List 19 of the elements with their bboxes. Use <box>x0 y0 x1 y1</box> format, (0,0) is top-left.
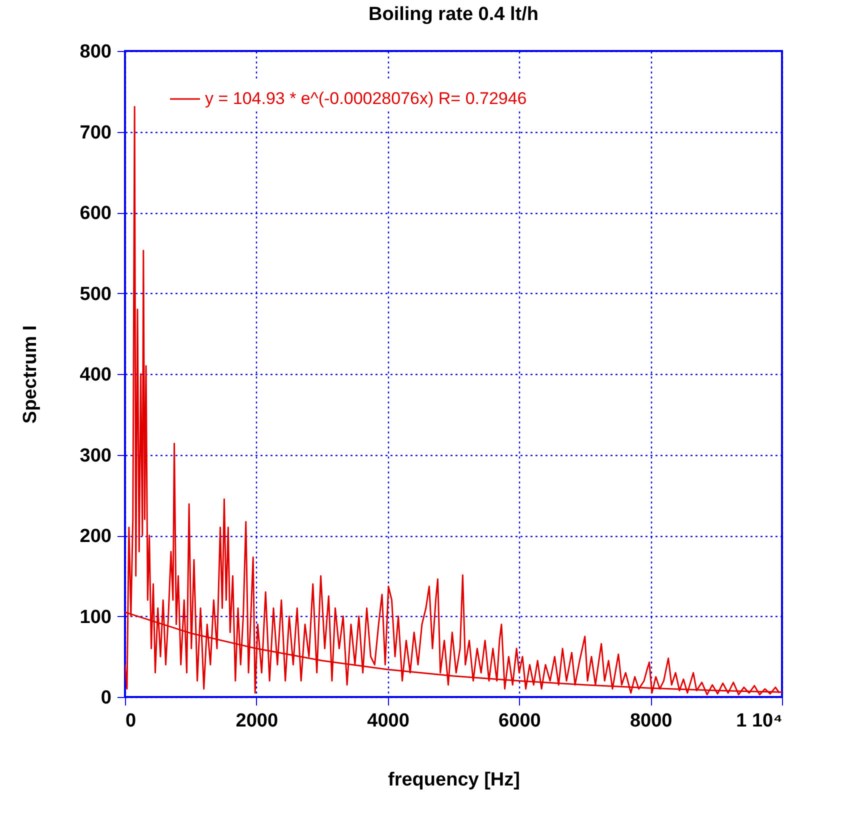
y-tick-label: 700 <box>80 122 112 144</box>
y-tick-label: 200 <box>80 526 112 547</box>
x-axis-title: frequency [Hz] <box>388 770 520 790</box>
chart-title: Boiling rate 0.4 lt/h <box>368 4 538 25</box>
y-tick-label: 100 <box>80 606 112 628</box>
x-tick-label: 6000 <box>498 710 541 732</box>
y-tick-label: 0 <box>100 688 112 708</box>
x-tick-label: 0 <box>126 710 136 732</box>
y-axis-title: Spectrum I <box>20 325 41 424</box>
x-tick-label: 8000 <box>630 710 672 732</box>
legend-label: y = 104.93 * e^(-0.00028076x) R= 0.72946 <box>205 89 527 108</box>
x-tick-label: 4000 <box>367 710 410 732</box>
y-tick-label: 600 <box>80 203 112 224</box>
y-tick-label: 800 <box>80 42 112 62</box>
y-tick-label: 500 <box>80 284 112 305</box>
x-tick-label: 2000 <box>236 710 278 732</box>
y-tick-label: 400 <box>80 364 112 386</box>
y-tick-label: 300 <box>80 445 112 466</box>
x-tick-label: 1 10⁴ <box>736 710 782 732</box>
